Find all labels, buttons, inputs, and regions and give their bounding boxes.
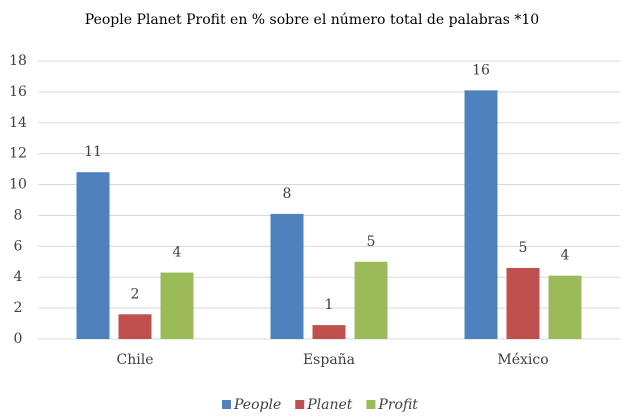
value-label: 4	[561, 248, 570, 264]
value-label: 2	[131, 286, 140, 302]
legend-swatch	[366, 400, 376, 409]
bar	[548, 275, 582, 339]
value-label: 8	[283, 186, 292, 202]
bar	[354, 261, 388, 339]
legend-swatch	[295, 400, 305, 409]
bar	[464, 90, 498, 339]
x-tick-label: Chile	[117, 352, 154, 368]
y-tick-label: 12	[9, 146, 27, 162]
bar	[118, 314, 152, 339]
x-tick-label: España	[303, 352, 355, 368]
value-label: 5	[519, 240, 528, 256]
value-label: 16	[472, 62, 490, 78]
bar	[76, 172, 110, 339]
legend-swatch	[222, 400, 231, 409]
y-tick-label: 10	[9, 177, 27, 193]
x-tick-label: México	[497, 352, 548, 368]
legend-label: Profit	[377, 397, 418, 413]
value-label: 4	[173, 245, 182, 261]
y-tick-label: 16	[9, 84, 27, 100]
bar	[312, 325, 346, 339]
y-tick-label: 4	[14, 269, 23, 285]
bar	[270, 213, 304, 339]
legend-label: People	[233, 397, 281, 413]
y-tick-label: 14	[9, 115, 27, 131]
value-label: 5	[367, 234, 376, 250]
bar	[506, 267, 540, 339]
bar	[160, 272, 194, 339]
y-tick-label: 8	[14, 207, 23, 223]
y-tick-label: 2	[14, 300, 23, 316]
legend-label: Planet	[306, 397, 353, 413]
y-tick-label: 18	[9, 53, 27, 69]
chart-title: People Planet Profit en % sobre el númer…	[85, 12, 539, 28]
y-tick-label: 0	[14, 331, 23, 347]
y-tick-label: 6	[14, 238, 23, 254]
value-label: 11	[84, 144, 102, 160]
value-label: 1	[325, 297, 334, 313]
